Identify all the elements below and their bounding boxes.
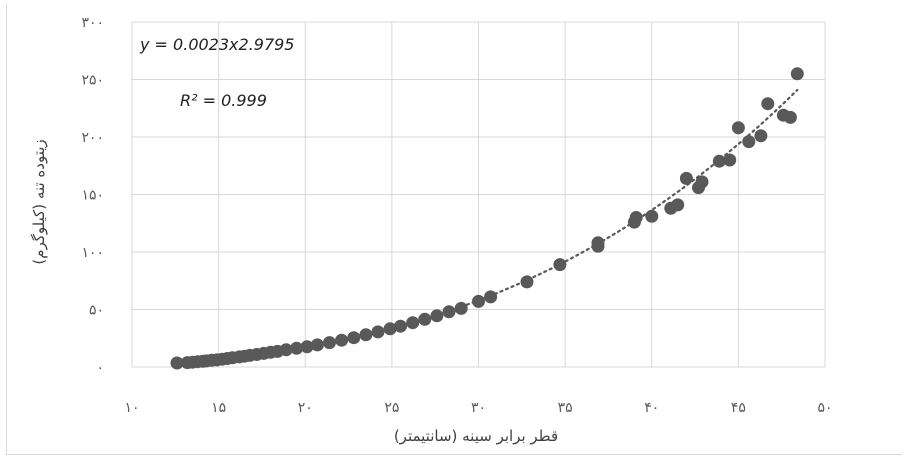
data-point xyxy=(783,110,797,124)
data-point xyxy=(323,336,336,350)
x-axis-title: قطر برابر سینه (سانتیمتر) xyxy=(394,427,558,445)
data-point xyxy=(472,294,485,308)
data-point xyxy=(279,343,293,357)
data-point xyxy=(671,198,685,212)
x-tick-label: ۲۵ xyxy=(384,400,399,416)
x-tick-label: ۱۵ xyxy=(211,400,226,416)
gridlines xyxy=(131,21,826,368)
x-tick-label: ۳۰ xyxy=(471,400,486,416)
x-tick-label: ۴۵ xyxy=(731,400,746,416)
x-tick-label: ۳۵ xyxy=(558,400,573,416)
data-point xyxy=(454,301,468,315)
data-point xyxy=(394,319,407,333)
x-tick-label: ۱۰ xyxy=(124,400,139,416)
trendline xyxy=(172,88,799,364)
data-point xyxy=(371,325,385,339)
data-point xyxy=(742,135,756,149)
data-point xyxy=(731,121,745,135)
data-point xyxy=(484,290,498,304)
y-tick-label: ۲۰۰ xyxy=(81,130,104,146)
data-point xyxy=(695,175,709,189)
data-point xyxy=(300,340,314,354)
data-point xyxy=(383,322,397,336)
data-point xyxy=(712,154,726,168)
trendline-curve xyxy=(172,88,799,364)
data-point xyxy=(418,312,432,326)
x-tick-label: ۲۰ xyxy=(298,400,313,416)
data-point xyxy=(442,305,456,319)
y-tick-label: ۰ xyxy=(96,360,104,376)
data-point xyxy=(553,258,567,272)
data-point xyxy=(629,211,643,224)
data-point xyxy=(290,341,304,355)
y-tick-label: ۲۵۰ xyxy=(81,73,104,89)
data-point xyxy=(520,275,534,289)
r-squared-label: R² = 0.999 xyxy=(180,91,267,110)
data-point xyxy=(761,97,775,111)
data-point xyxy=(406,316,420,330)
y-tick-label: ۱۰۰ xyxy=(81,245,104,261)
x-tick-label: ۵۰ xyxy=(817,400,832,416)
data-point xyxy=(170,356,184,370)
data-point xyxy=(359,328,373,342)
data-point xyxy=(723,153,737,167)
trendline-equation: y = 0.0023x2.9795 xyxy=(139,35,294,54)
data-point xyxy=(679,171,693,185)
y-tick-label: ۱۵۰ xyxy=(81,188,104,204)
data-point xyxy=(430,309,444,323)
data-point xyxy=(310,338,324,352)
chart-area xyxy=(6,4,902,455)
data-point xyxy=(347,331,361,345)
data-point xyxy=(790,67,804,81)
y-tick-label: ۵۰ xyxy=(89,303,104,319)
data-point xyxy=(591,236,605,250)
tick-labels: ۱۰ ۱۵ ۲۰ ۲۵ ۳۰ ۳۵ ۴۰ ۴۵ ۵۰ ۰ ۵۰ ۱۰۰ ۱۵۰ ۲۰۰ ۲۵۰ ۳۰۰ xyxy=(81,15,832,416)
y-axis-title: زیتوده تنه (کیلوگرم) xyxy=(30,139,48,264)
data-point xyxy=(754,129,768,143)
data-points xyxy=(170,67,804,370)
y-tick-label: ۳۰۰ xyxy=(81,15,104,31)
data-point xyxy=(645,209,659,223)
data-point xyxy=(335,333,349,347)
x-tick-label: ۴۰ xyxy=(644,400,659,416)
